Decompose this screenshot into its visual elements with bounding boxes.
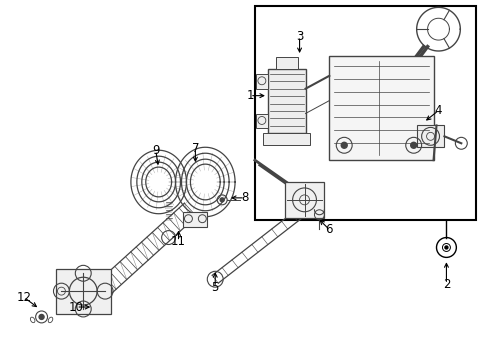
Circle shape (39, 314, 44, 319)
Bar (256, 113, 268, 129)
Text: 11: 11 (171, 235, 186, 248)
Bar (183, 212, 207, 227)
Bar (268, 69, 306, 133)
Bar (329, 56, 434, 160)
Bar (56, 269, 111, 314)
Bar (276, 57, 297, 69)
Text: 10: 10 (69, 301, 84, 314)
Circle shape (445, 246, 448, 249)
Bar (255, 6, 476, 220)
Text: 4: 4 (435, 104, 442, 117)
Text: 3: 3 (296, 30, 303, 42)
Bar (285, 182, 324, 218)
Text: 2: 2 (442, 278, 450, 291)
Text: 8: 8 (241, 192, 249, 204)
Circle shape (341, 142, 347, 148)
Bar (416, 125, 444, 147)
Text: 7: 7 (192, 142, 199, 155)
Text: 1: 1 (246, 89, 254, 102)
Bar (256, 74, 268, 89)
Circle shape (220, 198, 224, 202)
Text: 12: 12 (16, 291, 31, 303)
Circle shape (411, 142, 416, 148)
Text: 5: 5 (212, 281, 219, 294)
Bar (263, 133, 311, 145)
Text: 6: 6 (325, 223, 333, 236)
Text: 9: 9 (152, 144, 159, 157)
